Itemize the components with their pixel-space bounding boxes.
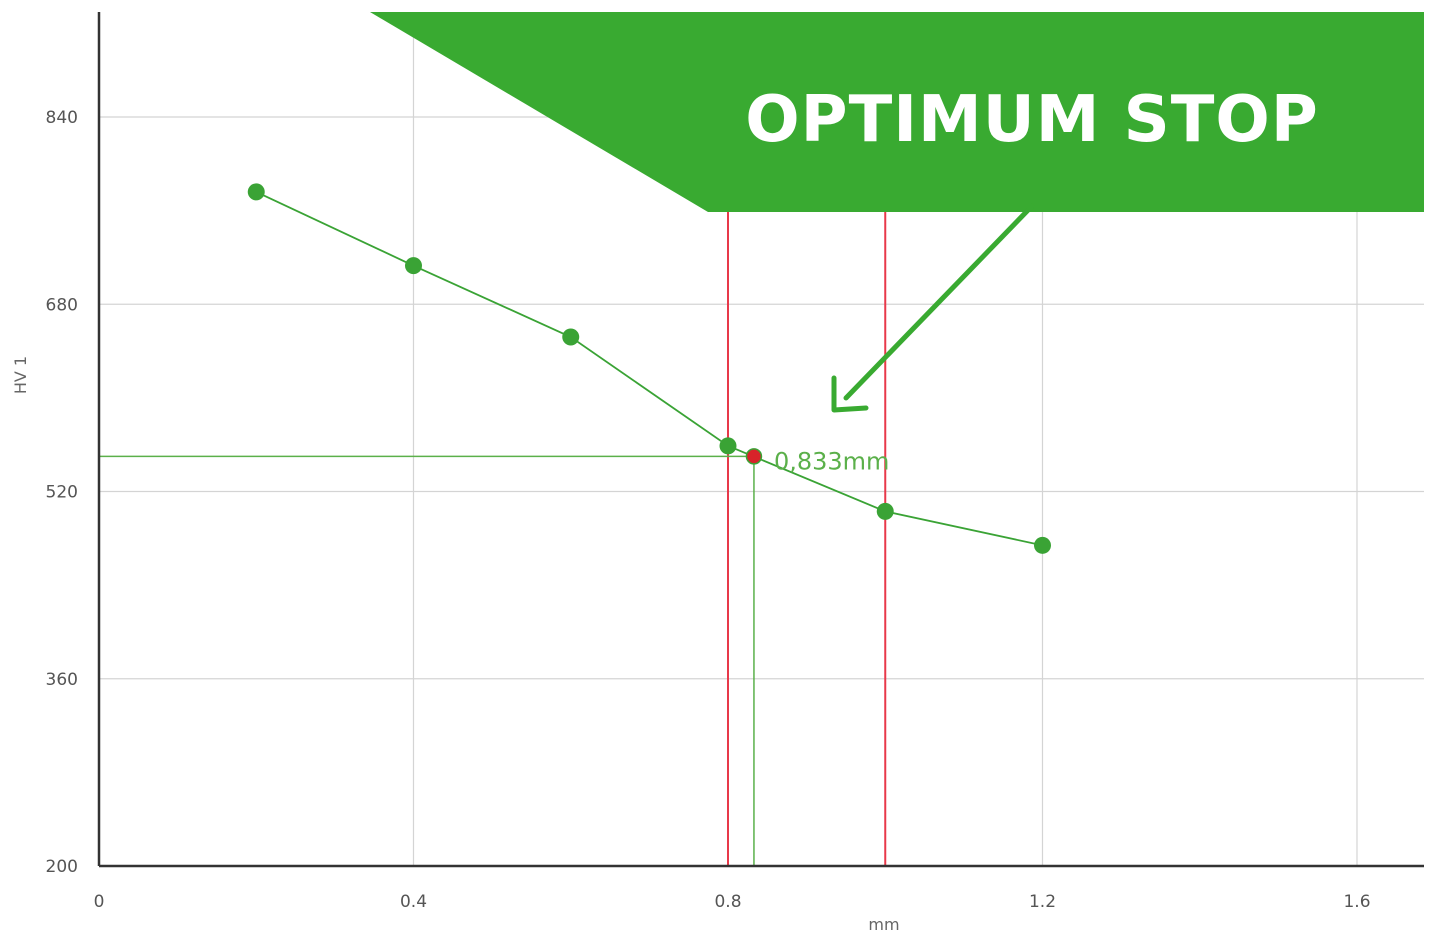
optimum-marker: 0,833mm [745,447,889,475]
data-point [719,437,737,455]
data-point [1034,536,1051,554]
banner-arrow [831,203,1035,413]
series-line [255,191,1043,547]
data-point [405,257,422,275]
y-tick-label: 360 [46,670,78,690]
y-tick-labels: 200 360 520 680 840 [46,108,78,877]
y-axis-title: HV 1 [11,356,30,394]
optimum-stop-text: OPTIMUM STOP [745,83,1318,157]
optimum-point-label: 0,833mm [774,447,889,475]
limit-lines [727,212,887,866]
hardness-series [247,183,1051,554]
x-axis-title: mm [868,915,899,934]
axes [97,12,1424,868]
data-point [876,502,894,520]
x-tick-labels: 0 0.4 0.8 1.2 1.6 [94,892,1371,912]
data-point [562,328,580,346]
optimum-point [745,448,763,465]
x-tick-label: 0 [94,892,105,912]
marker-guides [99,455,755,866]
y-tick-label: 680 [46,295,78,315]
y-tick-label: 840 [46,108,78,128]
x-tick-label: 1.2 [1029,892,1056,912]
x-tick-label: 0.4 [400,892,427,912]
y-tick-label: 200 [46,857,78,877]
y-tick-label: 520 [46,483,78,503]
x-tick-label: 0.8 [714,892,741,912]
optimum-stop-banner [370,12,1424,212]
data-point [247,183,265,201]
x-tick-label: 1.6 [1343,892,1370,912]
